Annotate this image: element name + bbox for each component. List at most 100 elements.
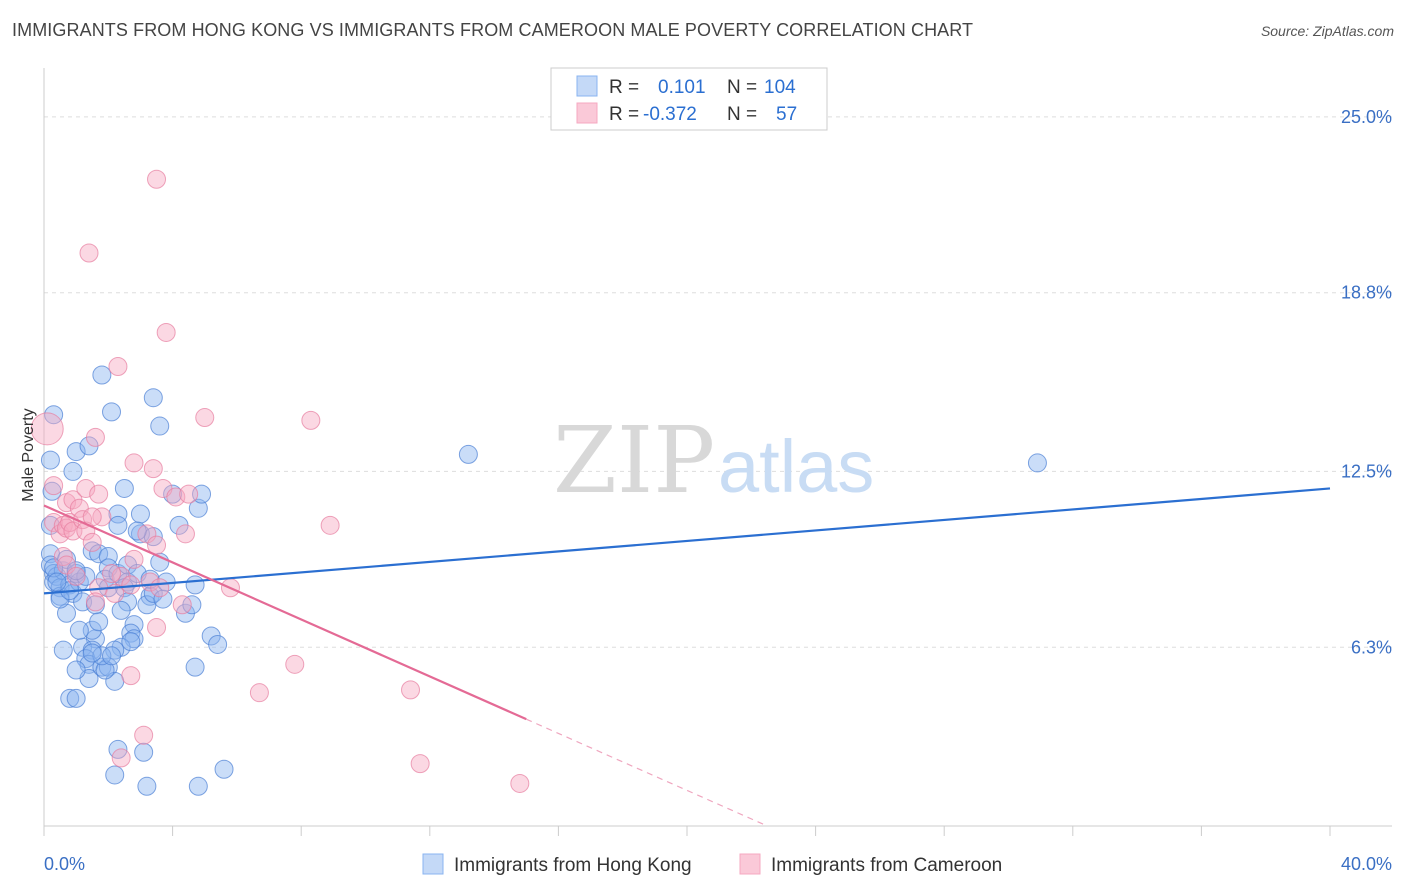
legend-r-value-blue: 0.101: [658, 77, 706, 98]
legend-r-label-blue: R =: [609, 77, 639, 98]
data-point-cameroon: [150, 578, 170, 598]
data-point-cameroon: [30, 412, 64, 446]
data-points: [30, 169, 1047, 796]
data-point-cameroon: [285, 654, 305, 674]
data-point-cameroon: [172, 595, 192, 615]
legend-swatch-pink: [576, 102, 598, 124]
stats-legend: R = 0.101 N = 104 R = -0.372 N = 57: [550, 67, 828, 131]
data-point-hong-kong: [105, 765, 125, 785]
data-point-hong-kong: [208, 634, 228, 654]
x-tick-label: 0.0%: [44, 854, 85, 874]
data-point-hong-kong: [60, 688, 80, 708]
legend-r-label-pink: R =: [609, 104, 639, 125]
data-point-cameroon: [175, 524, 195, 544]
data-point-hong-kong: [95, 660, 115, 680]
series-legend-label-cameroon: Immigrants from Cameroon: [771, 855, 1002, 876]
data-point-cameroon: [147, 169, 167, 189]
data-point-hong-kong: [214, 759, 234, 779]
y-tick-label: 6.3%: [1351, 637, 1392, 657]
data-point-hong-kong: [1027, 453, 1047, 473]
data-point-hong-kong: [188, 776, 208, 796]
axes: [43, 68, 1392, 836]
data-point-hong-kong: [66, 688, 86, 708]
data-point-hong-kong: [458, 444, 478, 464]
data-point-cameroon: [111, 748, 131, 768]
data-point-cameroon: [134, 725, 154, 745]
data-point-hong-kong: [188, 498, 208, 518]
data-point-hong-kong: [40, 450, 60, 470]
tick-labels: 6.3% 12.5% 18.8% 25.0% 0.0% 40.0%: [44, 107, 1392, 874]
data-point-cameroon: [179, 484, 199, 504]
data-point-hong-kong: [143, 388, 163, 408]
data-point-cameroon: [301, 410, 321, 430]
chart-source: Source: ZipAtlas.com: [1260, 23, 1394, 39]
data-point-cameroon: [401, 680, 421, 700]
data-point-hong-kong: [130, 504, 150, 524]
data-point-hong-kong: [137, 776, 157, 796]
data-point-cameroon: [320, 515, 340, 535]
legend-n-label-pink: N =: [727, 104, 757, 125]
data-point-hong-kong: [89, 612, 109, 632]
legend-n-value-blue: 104: [764, 77, 796, 98]
data-point-cameroon: [76, 478, 96, 498]
data-point-cameroon: [82, 532, 102, 552]
data-point-hong-kong: [114, 478, 134, 498]
watermark: ZIP atlas: [553, 407, 874, 514]
data-point-hong-kong: [47, 572, 67, 592]
data-point-cameroon: [124, 549, 144, 569]
data-point-hong-kong: [134, 742, 154, 762]
trend-lines: [43, 487, 1331, 827]
data-point-hong-kong: [66, 442, 86, 462]
data-point-hong-kong: [163, 484, 183, 504]
watermark-zip: ZIP: [553, 407, 715, 514]
watermark-atlas: atlas: [718, 425, 874, 508]
data-point-hong-kong: [98, 657, 118, 677]
data-point-hong-kong: [66, 660, 86, 680]
legend-r-value-pink: -0.372: [643, 104, 697, 125]
data-point-cameroon: [89, 484, 109, 504]
data-point-cameroon: [147, 617, 167, 637]
data-point-hong-kong: [57, 603, 77, 623]
data-point-cameroon: [102, 564, 122, 584]
data-point-cameroon: [140, 572, 160, 592]
legend-n-value-pink: 57: [776, 104, 797, 125]
trend-line-cameroon-extension: [526, 718, 768, 827]
data-point-cameroon: [410, 754, 430, 774]
data-point-cameroon: [85, 427, 105, 447]
data-point-cameroon: [44, 476, 64, 496]
trend-line-hong-kong: [43, 487, 1331, 595]
data-point-cameroon: [156, 322, 176, 342]
data-point-cameroon: [124, 453, 144, 473]
data-point-hong-kong: [150, 416, 170, 436]
data-point-hong-kong: [82, 643, 102, 663]
data-point-hong-kong: [92, 365, 112, 385]
data-point-hong-kong: [53, 640, 73, 660]
data-point-hong-kong: [76, 566, 96, 586]
series-legend-swatch-cameroon: [739, 853, 761, 875]
y-tick-label: 12.5%: [1341, 461, 1392, 481]
legend-n-label-blue: N =: [727, 77, 757, 98]
data-point-cameroon: [143, 459, 163, 479]
data-point-hong-kong: [102, 646, 122, 666]
trend-line-cameroon: [43, 504, 527, 721]
data-point-cameroon: [510, 773, 530, 793]
data-point-hong-kong: [105, 640, 125, 660]
data-point-hong-kong: [66, 561, 86, 581]
y-axis-label: Male Poverty: [20, 408, 37, 501]
data-point-cameroon: [249, 683, 269, 703]
chart-title: IMMIGRANTS FROM HONG KONG VS IMMIGRANTS …: [12, 20, 974, 40]
grid-lines: [44, 116, 1392, 648]
legend-swatch-blue: [576, 75, 598, 97]
data-point-hong-kong: [108, 515, 128, 535]
data-point-cameroon: [92, 507, 112, 527]
series-legend-swatch-hong-kong: [422, 853, 444, 875]
data-point-cameroon: [108, 356, 128, 376]
series-legend-label-hong-kong: Immigrants from Hong Kong: [454, 855, 692, 876]
data-point-cameroon: [195, 408, 215, 428]
y-tick-label: 18.8%: [1341, 283, 1392, 303]
series-legend: Immigrants from Hong Kong Immigrants fro…: [422, 853, 1002, 876]
data-point-cameroon: [79, 243, 99, 263]
y-tick-label: 25.0%: [1341, 107, 1392, 127]
data-point-hong-kong: [108, 504, 128, 524]
